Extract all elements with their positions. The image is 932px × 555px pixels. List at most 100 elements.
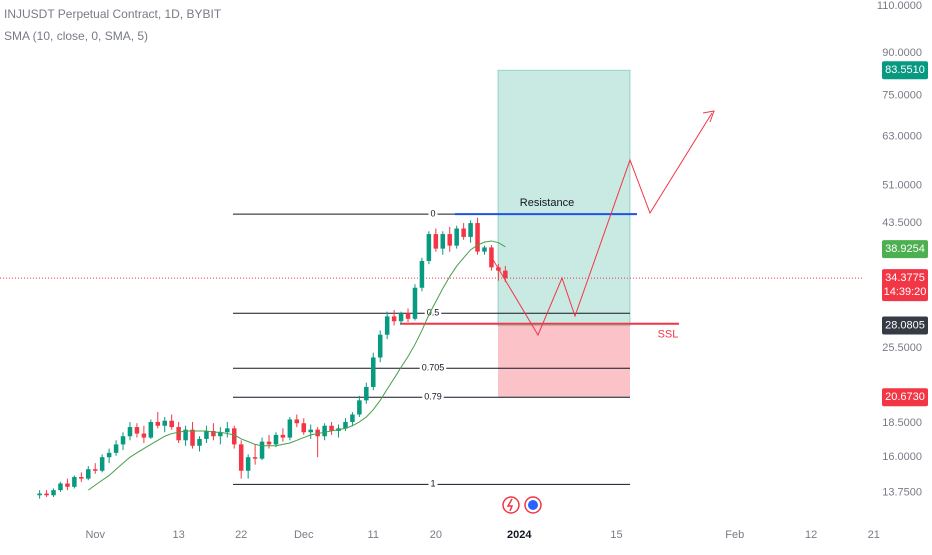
candle-body [322, 425, 327, 437]
y-tick-label: 25.5000 [882, 342, 922, 354]
candle-body [134, 427, 140, 434]
y-tick-label: 16.0000 [882, 451, 922, 463]
x-tick-label: 22 [235, 529, 247, 541]
candle-body [51, 490, 56, 496]
candle-body [447, 234, 452, 246]
candle-body [148, 421, 154, 438]
candle-body [259, 441, 265, 459]
candle-body [183, 429, 188, 441]
ssl-label: SSL [658, 329, 679, 341]
price-badge-label: 20.6730 [885, 391, 925, 403]
countdown: 14:39:20 [884, 286, 927, 298]
candle-body [162, 420, 167, 426]
arrow-head [702, 110, 715, 123]
resistance-label: Resistance [520, 197, 574, 209]
candle-body [343, 421, 348, 429]
candle-body [252, 457, 258, 459]
candle-body [364, 386, 369, 401]
fib-label-bg [428, 479, 438, 490]
x-tick-label: 15 [610, 529, 622, 541]
x-tick-label: Feb [725, 529, 744, 541]
price-badge [882, 269, 928, 302]
candle-body [489, 247, 494, 268]
candle-body [454, 228, 459, 246]
candle-body [301, 423, 307, 433]
candle-body [197, 438, 202, 446]
fib-label-bg [422, 392, 444, 403]
candle-body [266, 441, 272, 445]
fib-label: 0.79 [424, 392, 442, 402]
candle-body [245, 457, 251, 471]
candle-body [426, 234, 432, 261]
candle-body [398, 313, 404, 322]
y-tick-label: 43.5000 [882, 217, 922, 229]
candle-body [225, 428, 230, 433]
indicator-legend: SMA (10, close, 0, SMA, 5) [4, 29, 148, 43]
candle-body [44, 493, 49, 496]
candle-body [79, 477, 84, 479]
candle-body [65, 483, 70, 487]
stop-zone [498, 325, 630, 398]
candle-body [475, 223, 480, 252]
candle-body [482, 247, 487, 252]
x-tick-label: Dec [294, 529, 314, 541]
candle-body [231, 428, 237, 445]
y-tick-label: 63.0000 [882, 130, 922, 142]
price-badge [882, 61, 928, 80]
x-tick-label: Nov [85, 529, 105, 541]
event-icons [502, 496, 542, 514]
chart-title: INJUSDT Perpetual Contract, 1D, BYBIT [4, 7, 222, 21]
candle-body [238, 444, 244, 471]
y-tick-label: 75.0000 [882, 89, 922, 101]
candle-body [176, 427, 181, 441]
candle-body [412, 287, 418, 319]
candle-body [350, 414, 355, 422]
candle-body [169, 420, 174, 428]
icon [506, 498, 514, 512]
candle-body [120, 436, 126, 445]
candle-body [113, 444, 119, 453]
price-badge-label: 28.0805 [885, 319, 925, 331]
price-badge [882, 240, 928, 259]
x-tick-label: 13 [173, 529, 185, 541]
candle-body [106, 452, 112, 458]
candle-body [72, 477, 77, 487]
candle-body [315, 429, 320, 437]
candle-body [127, 427, 133, 437]
candle-body [377, 334, 383, 358]
price-badge-label: 34.3775 [885, 272, 925, 284]
fib-label-bg [419, 363, 447, 374]
drawings: 0 0.5 0.705 0.79 1 Resistance SSL [0, 69, 862, 490]
icon [528, 500, 538, 510]
candle-body [86, 469, 91, 479]
x-tick-label: 11 [368, 529, 379, 541]
price-badge-label: 83.5510 [885, 64, 925, 76]
fib-label: 1 [430, 479, 435, 489]
candle-body [190, 429, 195, 446]
projection-path [491, 112, 713, 337]
candle-body [405, 313, 411, 319]
candle-body [155, 421, 161, 426]
y-tick-label: 13.7500 [882, 487, 922, 499]
candle-body [419, 260, 425, 288]
candle-body [58, 483, 63, 491]
candle-body [357, 400, 362, 415]
candle-body [384, 316, 390, 335]
y-tick-label: 90.0000 [882, 47, 922, 59]
candle-body [218, 432, 223, 437]
y-tick-label: 18.5000 [882, 417, 922, 429]
fib-label: 0 [430, 208, 435, 218]
price-badge [882, 388, 928, 407]
candle-body [308, 429, 313, 433]
icon [502, 496, 520, 514]
y-tick-label: 110.0000 [877, 0, 922, 12]
candle-body [468, 223, 473, 237]
x-tick-label: 20 [430, 529, 442, 541]
candle-body [287, 419, 293, 438]
candle-body [92, 469, 98, 471]
candle-body [461, 228, 466, 237]
fib-label-bg [424, 308, 442, 319]
sma-line [87, 240, 506, 491]
candle-body [440, 234, 446, 249]
candle-body [496, 267, 501, 271]
